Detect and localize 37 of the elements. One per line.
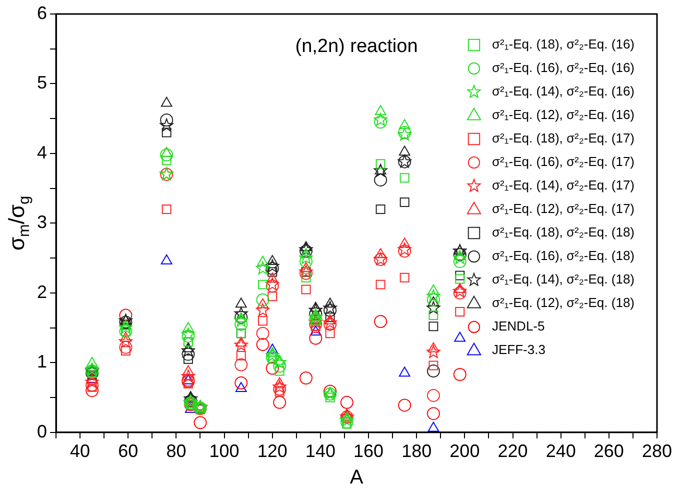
x-tick-label: 80: [166, 441, 186, 462]
legend-label: σ²₁-Eq. (16), σ²₂-Eq. (17): [492, 154, 635, 170]
legend-label: σ²₁-Eq. (18), σ²₂-Eq. (18): [492, 224, 635, 240]
y-tick-label: 3: [36, 212, 48, 232]
y-tick-label: 6: [36, 2, 48, 23]
legend-label: σ²₁-Eq. (12), σ²₂-Eq. (17): [492, 201, 635, 216]
legend-label: JENDL-5: [492, 318, 545, 334]
y-tick-label: 2: [36, 282, 48, 302]
x-tick-label: 100: [209, 441, 240, 462]
legend-label: σ²₁-Eq. (18), σ²₂-Eq. (16): [492, 36, 635, 52]
x-axis-title: A: [350, 466, 364, 489]
legend-label: JEFF-3.3: [492, 342, 546, 358]
legend-label: σ²₁-Eq. (14), σ²₂-Eq. (18): [492, 272, 635, 287]
x-tick-label: 240: [546, 441, 576, 462]
y-tick-label: 1: [36, 352, 48, 372]
y-axis-title: σm/σg: [4, 196, 33, 251]
x-tick-label: 180: [402, 441, 432, 462]
legend-label: σ²₁-Eq. (14), σ²₂-Eq. (17): [492, 178, 635, 193]
x-tick-label: 40: [70, 441, 90, 462]
x-tick-label: 220: [498, 441, 528, 462]
y-tick-label: 5: [36, 72, 48, 93]
y-tick-label: 0: [36, 421, 48, 442]
annotation: (n,2n) reaction: [295, 36, 418, 58]
legend-label: σ²₁-Eq. (12), σ²₂-Eq. (16): [492, 107, 635, 122]
x-tick-label: 260: [594, 441, 624, 462]
x-tick-label: 200: [450, 441, 480, 462]
legend-label: σ²₁-Eq. (14), σ²₂-Eq. (16): [492, 84, 635, 99]
x-tick-label: 280: [642, 441, 672, 462]
x-tick-label: 160: [354, 441, 384, 462]
x-tick-label: 120: [257, 441, 288, 462]
x-tick-label: 140: [305, 441, 336, 462]
legend-label: σ²₁-Eq. (16), σ²₂-Eq. (16): [492, 60, 635, 76]
x-tick-label: 60: [118, 441, 138, 462]
legend-label: σ²₁-Eq. (16), σ²₂-Eq. (18): [492, 248, 635, 264]
y-tick-label: 4: [36, 142, 48, 162]
legend-label: σ²₁-Eq. (18), σ²₂-Eq. (17): [492, 130, 635, 146]
legend-label: σ²₁-Eq. (12), σ²₂-Eq. (18): [492, 295, 635, 310]
